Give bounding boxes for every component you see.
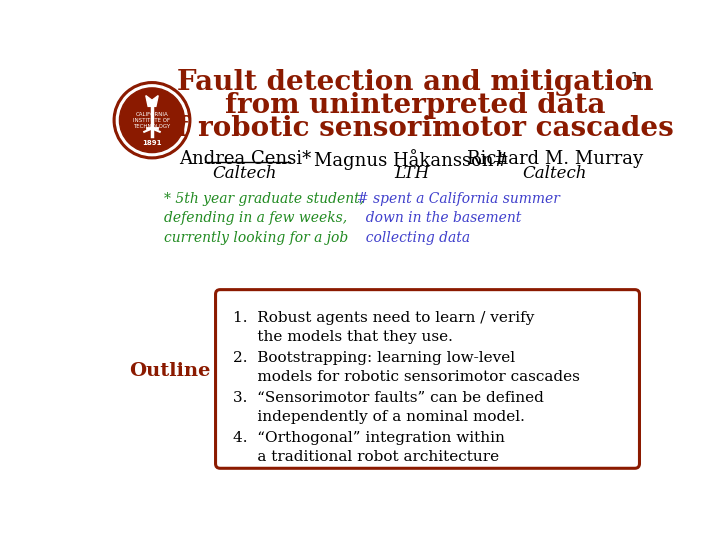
- Text: 1: 1: [631, 71, 639, 84]
- Circle shape: [113, 82, 191, 159]
- Text: LTH: LTH: [394, 165, 429, 182]
- Text: * 5th year graduate student,
defending in a few weeks,
currently looking for a j: * 5th year graduate student, defending i…: [163, 192, 364, 245]
- Text: from uninterpreted data: from uninterpreted data: [225, 92, 606, 119]
- Text: CALIFORNIA
INSTITUTE OF
TECHNOLOGY: CALIFORNIA INSTITUTE OF TECHNOLOGY: [133, 112, 171, 129]
- Text: of robotic sensorimotor cascades: of robotic sensorimotor cascades: [158, 115, 673, 142]
- Text: Richard M. Murray: Richard M. Murray: [467, 150, 643, 167]
- Text: Outline: Outline: [130, 362, 211, 380]
- Text: Magnus Håkansson#: Magnus Håkansson#: [314, 150, 509, 171]
- Text: 4.  “Orthogonal” integration within
     a traditional robot architecture: 4. “Orthogonal” integration within a tra…: [233, 431, 505, 464]
- Text: Andrea Censi*: Andrea Censi*: [179, 150, 311, 167]
- FancyBboxPatch shape: [215, 289, 639, 468]
- Text: 1891: 1891: [143, 140, 162, 146]
- Circle shape: [117, 85, 188, 156]
- Text: Caltech: Caltech: [523, 165, 588, 182]
- Circle shape: [120, 88, 184, 153]
- Text: 1.  Robust agents need to learn / verify
     the models that they use.: 1. Robust agents need to learn / verify …: [233, 311, 534, 343]
- Text: Caltech: Caltech: [212, 165, 277, 182]
- Text: 2.  Bootstrapping: learning low-level
     models for robotic sensorimotor casca: 2. Bootstrapping: learning low-level mod…: [233, 351, 580, 383]
- Polygon shape: [145, 96, 158, 106]
- Text: # spent a California summer
  down in the basement
  collecting data: # spent a California summer down in the …: [357, 192, 560, 245]
- Text: 3.  “Sensorimotor faults” can be defined
     independently of a nominal model.: 3. “Sensorimotor faults” can be defined …: [233, 392, 544, 424]
- Text: Fault detection and mitigation: Fault detection and mitigation: [177, 69, 654, 96]
